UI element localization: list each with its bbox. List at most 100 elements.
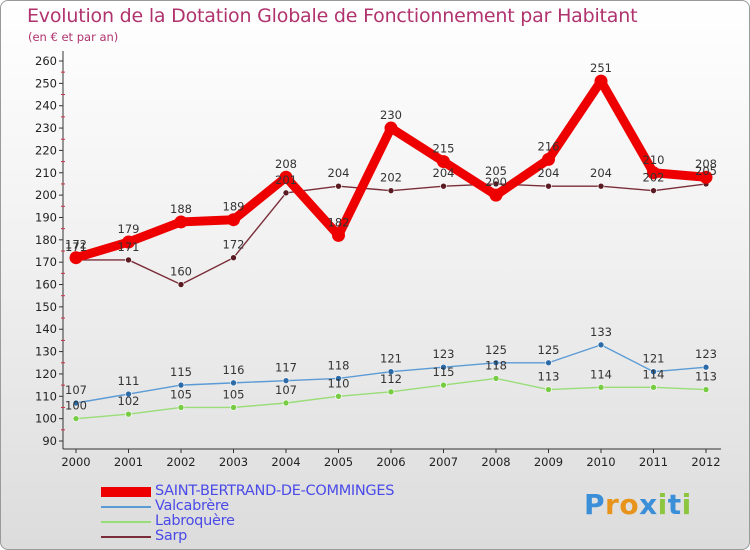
x-tick-label: 2006 [376, 455, 405, 469]
data-point [69, 251, 83, 265]
x-tick-label: 2011 [639, 455, 668, 469]
y-tick-label: 190 [35, 210, 57, 224]
data-point [440, 381, 447, 389]
data-label: 100 [65, 399, 87, 413]
data-label: 171 [118, 240, 140, 254]
data-label: 208 [275, 157, 297, 171]
logo-letter: P [584, 488, 606, 521]
data-label: 112 [380, 372, 402, 386]
data-label: 204 [538, 166, 560, 180]
y-tick-label: 200 [35, 188, 57, 202]
x-tick-label: 2003 [219, 455, 248, 469]
data-point [437, 155, 450, 169]
data-point [650, 368, 657, 376]
y-tick-label: 110 [35, 389, 57, 403]
data-label: 216 [538, 139, 560, 153]
data-point [335, 392, 342, 400]
data-point [72, 415, 80, 422]
data-label: 123 [695, 347, 717, 361]
x-tick-label: 2001 [114, 455, 143, 469]
proxiti-logo: Proxiti [584, 488, 692, 521]
legend-label: Sarp [155, 528, 188, 544]
data-label: 121 [643, 352, 665, 366]
data-label: 107 [275, 383, 297, 397]
data-label: 118 [328, 358, 350, 372]
y-tick-label: 150 [35, 300, 57, 314]
data-point [699, 170, 713, 184]
y-tick-label: 180 [35, 233, 57, 247]
data-point [545, 359, 552, 367]
y-tick-label: 90 [42, 434, 57, 448]
data-point [335, 182, 342, 190]
data-point [125, 410, 132, 418]
y-tick-label: 250 [35, 76, 57, 90]
data-point [387, 187, 395, 194]
data-point [279, 170, 293, 184]
data-point [177, 281, 185, 288]
logo-letter: t [667, 488, 682, 521]
logo-letter: r [605, 488, 620, 521]
data-label: 202 [380, 171, 402, 185]
chart-title: Evolution de la Dotation Globale de Fonc… [27, 5, 638, 27]
data-point [597, 384, 605, 391]
data-point [230, 379, 237, 387]
data-label: 215 [433, 142, 455, 156]
y-tick-label: 130 [35, 345, 57, 359]
data-point [594, 74, 608, 88]
data-point [492, 180, 500, 188]
data-point [545, 386, 552, 393]
logo-letter: x [639, 488, 658, 521]
data-label: 160 [170, 265, 192, 279]
logo-letter: o [619, 488, 640, 521]
logo-letter: i [681, 488, 692, 521]
x-tick-label: 2005 [324, 455, 353, 469]
data-label: 202 [643, 171, 665, 185]
x-tick-label: 2000 [61, 455, 90, 469]
x-tick-label: 2008 [481, 455, 510, 469]
data-label: 114 [643, 367, 665, 381]
data-point [384, 121, 398, 135]
data-label: 200 [485, 175, 507, 189]
data-label: 188 [170, 202, 192, 216]
data-point [230, 254, 237, 262]
data-label: 172 [65, 238, 87, 252]
data-point [597, 182, 605, 190]
data-label: 110 [328, 376, 350, 390]
data-label: 133 [590, 325, 612, 339]
data-label: 102 [118, 394, 140, 408]
data-label: 172 [223, 238, 245, 252]
y-tick-label: 120 [35, 367, 57, 381]
legend-swatch [101, 536, 151, 538]
y-tick-label: 210 [35, 166, 57, 180]
data-point [282, 399, 290, 407]
data-label: 204 [328, 166, 350, 180]
data-label: 117 [275, 361, 297, 375]
data-point [702, 363, 710, 371]
legend-swatch [101, 487, 151, 497]
data-point [542, 152, 555, 166]
data-point [597, 341, 605, 349]
y-tick-label: 100 [35, 412, 57, 426]
data-label: 182 [328, 215, 350, 229]
y-tick-label: 170 [35, 255, 57, 269]
data-point [492, 375, 500, 382]
y-tick-label: 260 [35, 54, 57, 68]
data-point [387, 388, 395, 396]
data-point [440, 182, 447, 190]
data-label: 210 [643, 153, 665, 167]
data-label: 208 [695, 157, 717, 171]
data-label: 230 [380, 108, 402, 122]
x-tick-label: 2004 [271, 455, 300, 469]
y-tick-label: 140 [35, 322, 57, 336]
data-point [177, 404, 185, 411]
data-point [174, 215, 188, 229]
data-point [647, 166, 660, 180]
data-point [282, 189, 290, 197]
data-point [545, 182, 552, 190]
y-tick-label: 240 [35, 99, 57, 113]
y-tick-label: 220 [35, 143, 57, 157]
data-label: 201 [275, 173, 297, 187]
x-tick-label: 2007 [429, 455, 458, 469]
data-label: 189 [223, 200, 245, 214]
chart-subtitle: (en € et par an) [28, 30, 119, 44]
